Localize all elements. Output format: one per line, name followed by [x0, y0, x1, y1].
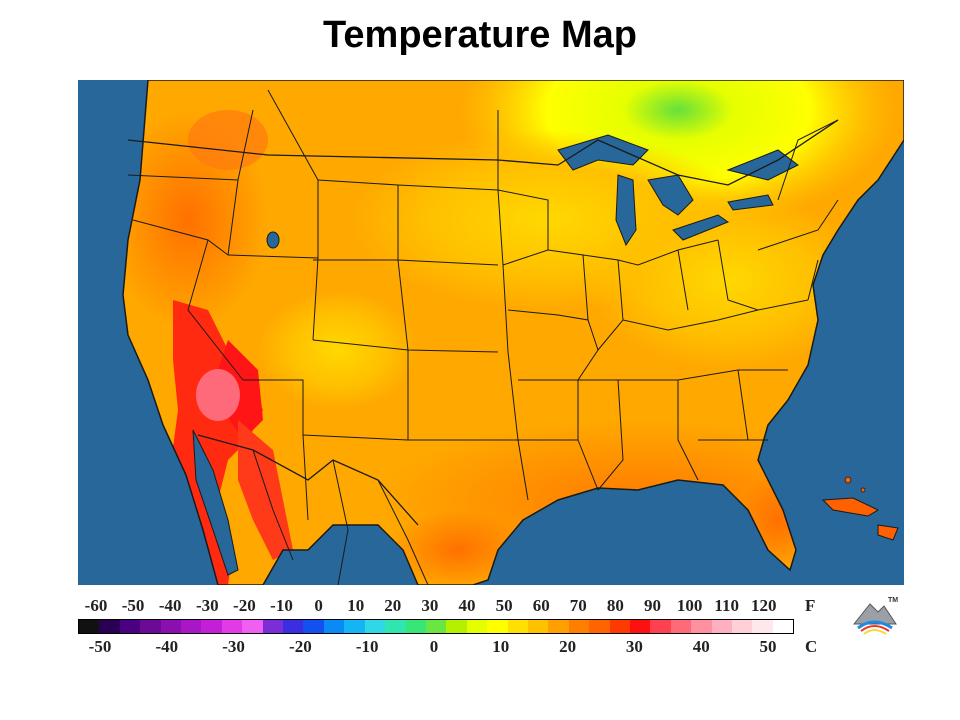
fahrenheit-tick-label: 40 — [458, 596, 476, 615]
color-swatch — [119, 620, 141, 633]
color-swatch — [79, 620, 100, 633]
celsius-tick-label: 20 — [559, 637, 577, 656]
color-swatch — [201, 620, 222, 633]
great-salt-lake — [266, 231, 280, 249]
color-swatch — [752, 620, 773, 633]
color-swatch — [609, 620, 630, 633]
color-swatch — [344, 620, 365, 633]
color-swatch — [589, 620, 610, 633]
color-swatch — [772, 620, 794, 633]
celsius-tick-label: 50 — [759, 637, 777, 656]
bahamas-2 — [860, 487, 866, 493]
color-swatch — [242, 620, 263, 633]
fahrenheit-tick-label: 90 — [644, 596, 661, 615]
celsius-tick-label: 30 — [625, 637, 643, 656]
map-title: Temperature Map — [323, 14, 637, 56]
lake-ontario — [727, 194, 774, 211]
fahrenheit-tick-label: 0 — [314, 596, 323, 615]
fahrenheit-tick-label: 50 — [495, 596, 513, 615]
lake-huron — [647, 174, 694, 216]
hispaniola — [877, 524, 899, 541]
color-swatch — [323, 620, 345, 633]
celsius-tick-label: 10 — [492, 637, 510, 656]
color-swatch — [670, 620, 692, 633]
color-swatch — [507, 620, 528, 633]
celsius-tick-label: -10 — [355, 637, 379, 656]
color-swatch — [283, 620, 304, 633]
fahrenheit-tick-label: -10 — [270, 596, 293, 615]
color-swatch — [527, 620, 549, 633]
temperature-map — [78, 80, 904, 585]
celsius-tick-label: -50 — [88, 637, 112, 656]
cuba — [821, 497, 880, 517]
lake-michigan — [615, 174, 637, 247]
color-swatch — [262, 620, 284, 633]
fahrenheit-tick-label: 120 — [751, 596, 777, 615]
celsius-tick-label: 0 — [429, 637, 439, 656]
color-swatch — [446, 620, 467, 633]
color-swatch — [548, 620, 569, 633]
st-lawrence — [726, 149, 799, 181]
color-swatch — [691, 620, 712, 633]
lake-erie — [672, 214, 730, 241]
fahrenheit-tick-label: 30 — [421, 596, 439, 615]
fahrenheit-tick-label: 60 — [532, 596, 550, 615]
color-swatch — [385, 620, 406, 633]
color-swatch — [221, 620, 243, 633]
color-swatch — [629, 620, 651, 633]
color-swatch — [466, 620, 488, 633]
celsius-tick-label: -20 — [289, 637, 312, 656]
color-swatch — [140, 620, 161, 633]
coastline — [122, 80, 904, 585]
fahrenheit-tick-label: 70 — [569, 596, 587, 615]
color-swatch — [364, 620, 386, 633]
map-svg — [78, 80, 904, 585]
fahrenheit-tick-label: -40 — [158, 596, 182, 615]
logo-icon: TM — [852, 597, 898, 635]
color-swatch — [425, 620, 447, 633]
color-swatch — [487, 620, 508, 633]
color-swatch — [99, 620, 120, 633]
bahamas — [844, 476, 852, 484]
celsius-tick-label: 40 — [692, 637, 710, 656]
fahrenheit-tick-label: -50 — [121, 596, 145, 615]
fahrenheit-unit: F — [805, 596, 816, 615]
color-swatch — [568, 620, 590, 633]
fahrenheit-tick-label: 20 — [384, 596, 402, 615]
color-swatch — [650, 620, 671, 633]
color-scale-bar — [78, 619, 794, 634]
us-mexico-border — [197, 434, 419, 526]
color-swatch — [160, 620, 182, 633]
fahrenheit-tick-label: 100 — [676, 596, 703, 615]
color-swatch — [303, 620, 324, 633]
state-borders — [127, 89, 839, 521]
fahrenheit-tick-label: -20 — [233, 596, 256, 615]
temperature-legend: -60 -50 -40 -30 -20 -10 0 10 20 30 40 50 60 70 80 90 100… — [78, 590, 904, 660]
us-canada-border — [127, 119, 839, 186]
color-swatch — [732, 620, 753, 633]
fahrenheit-tick-label: -60 — [84, 596, 108, 615]
color-swatch — [181, 620, 202, 633]
celsius-tick-label: -40 — [155, 637, 179, 656]
lake-superior — [557, 134, 649, 171]
fahrenheit-tick-label: 80 — [606, 596, 624, 615]
gulf-of-california — [192, 429, 239, 576]
mexico-borders — [252, 449, 429, 585]
fahrenheit-tick-label: 10 — [347, 596, 365, 615]
color-swatch — [711, 620, 732, 633]
fahrenheit-tick-label: 110 — [714, 596, 739, 615]
trademark-label: TM — [888, 597, 898, 604]
celsius-tick-label: -30 — [222, 637, 245, 656]
celsius-unit: C — [805, 637, 818, 656]
color-swatch — [405, 620, 426, 633]
fahrenheit-tick-label: -30 — [195, 596, 219, 615]
